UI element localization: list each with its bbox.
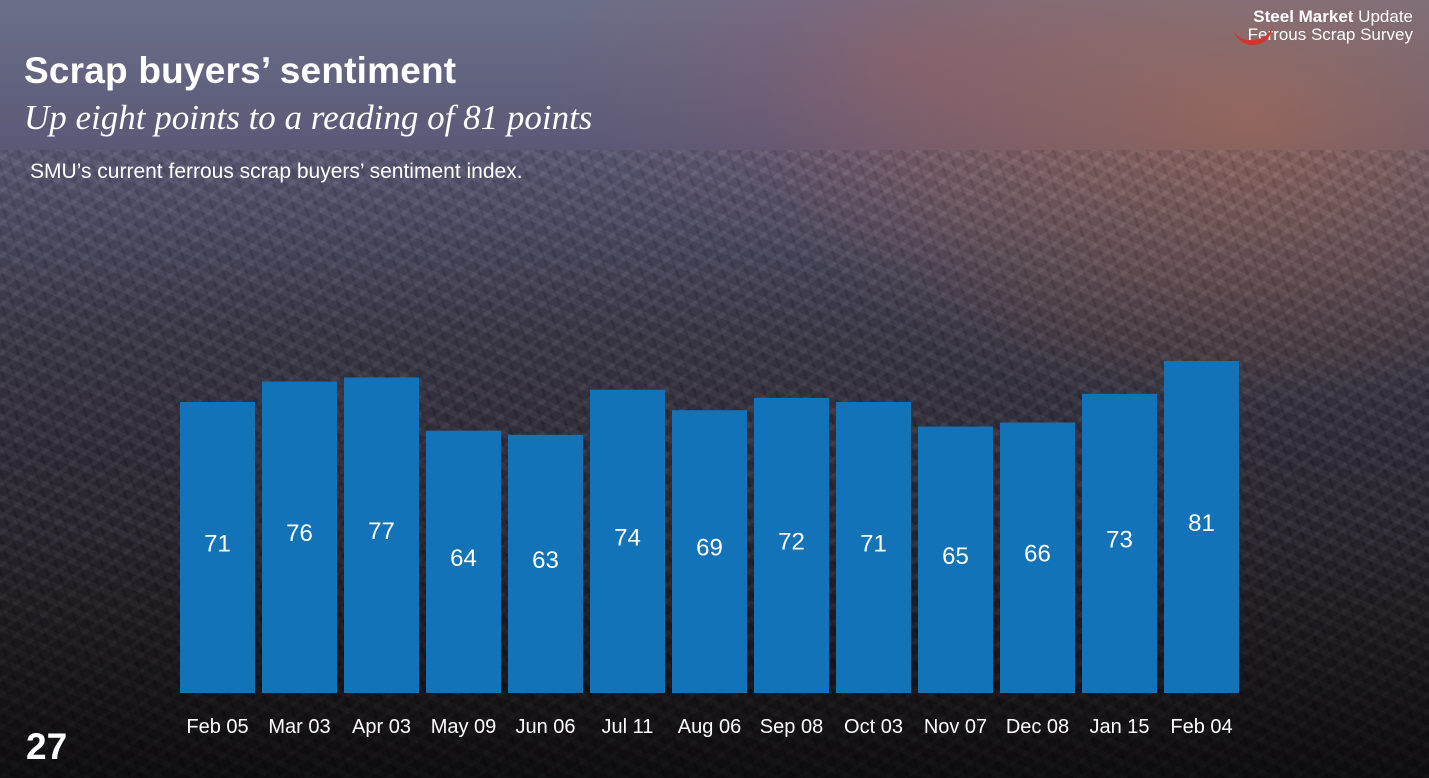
brand-name: Steel Market Update [1248,8,1413,26]
bars [180,361,1239,693]
x-axis-tick-labels: Feb 05 Mar 03 Apr 03 May 09 Jun 06 Jul 11 Aug … [186,716,1232,738]
brand-survey: Ferrous Scrap Survey [1247,25,1413,44]
chart-description: SMU’s current ferrous scrap buyers’ sent… [30,160,523,183]
x-tick-label: May 09 [431,716,497,738]
bar-mar-03 [262,381,337,693]
bar-oct-03 [836,401,911,693]
data-label: 81 [1188,510,1215,537]
data-label: 77 [368,518,395,545]
data-label: 63 [532,547,559,574]
brand-logo: Steel Market Update Ferrous Scrap Survey [1232,8,1413,48]
x-tick-label: Aug 06 [678,716,741,738]
bar-feb-04 [1164,361,1239,693]
bar-may-09 [426,430,501,693]
data-label: 66 [1024,541,1051,568]
brand-name-bold: Steel Market [1253,7,1354,26]
data-label: 65 [942,543,969,570]
slide-title: Scrap buyers’ sentiment [24,50,457,91]
bar-feb-05 [180,401,255,693]
bar-jun-06 [508,434,583,693]
data-label: 72 [778,528,805,555]
data-label: 73 [1106,526,1133,553]
bar-apr-03 [344,377,419,693]
x-tick-label: Feb 04 [1170,716,1232,738]
data-label: 64 [450,545,477,572]
x-tick-label: Feb 05 [186,716,248,738]
page-number: 27 [26,726,68,767]
data-label: 69 [696,535,723,562]
data-label: 71 [860,530,887,557]
data-labels: 71 76 77 64 63 74 69 72 71 65 66 73 81 [204,510,1215,574]
data-label: 71 [204,530,231,557]
x-tick-label: Jun 06 [515,716,575,738]
bar-aug-06 [672,410,747,693]
bar-dec-08 [1000,422,1075,693]
brand-name-regular: Update [1353,7,1413,26]
x-tick-label: Nov 07 [924,716,987,738]
x-tick-label: Dec 08 [1006,716,1069,738]
x-tick-label: Jan 15 [1089,716,1149,738]
x-tick-label: Jul 11 [602,716,654,738]
data-label: 76 [286,520,313,547]
slide-subtitle: Up eight points to a reading of 81 point… [24,98,593,137]
x-tick-label: Oct 03 [844,716,903,738]
x-tick-label: Mar 03 [268,716,330,738]
bar-sep-08 [754,397,829,693]
data-label: 74 [614,524,641,551]
bar-jul-11 [590,389,665,693]
bar-nov-07 [918,426,993,693]
x-tick-label: Sep 08 [760,716,823,738]
x-tick-label: Apr 03 [352,716,411,738]
bar-jan-15 [1082,393,1157,693]
